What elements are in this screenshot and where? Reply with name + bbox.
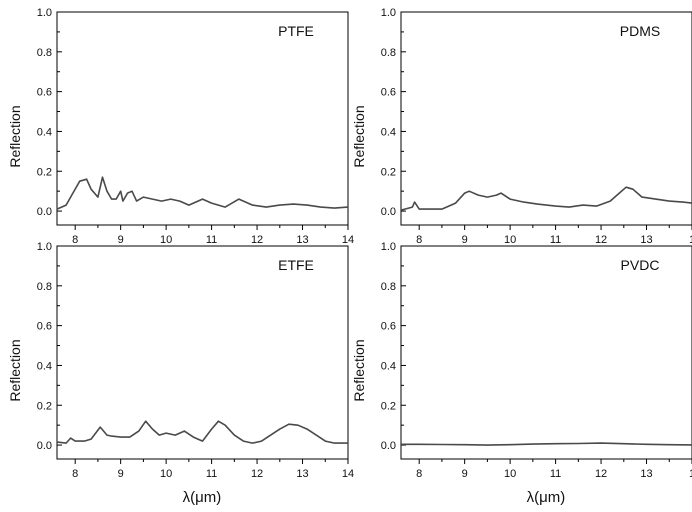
x-tick-label: 13 bbox=[296, 468, 308, 480]
y-tick-label: 0.2 bbox=[381, 400, 396, 412]
x-tick-label: 13 bbox=[640, 468, 652, 480]
panel-label: ETFE bbox=[278, 257, 314, 273]
y-tick-label: 0.6 bbox=[37, 87, 52, 99]
x-tick-label: 8 bbox=[72, 234, 78, 246]
panel-pdms: 0.0 0.2 0.4 0.6 0.8 1.0 8 9 10 11 12 13 1 Reflection P… bbox=[351, 7, 692, 246]
x-tick-label: 9 bbox=[462, 234, 468, 246]
y-tick-label: 0.8 bbox=[381, 281, 396, 293]
y-tick-label: 0.8 bbox=[37, 47, 52, 59]
x-tick-label: 12 bbox=[251, 234, 263, 246]
panel-label: PDMS bbox=[620, 23, 660, 39]
y-tick-label: 0.4 bbox=[381, 360, 396, 372]
y-tick-label: 0.8 bbox=[37, 281, 52, 293]
y-axis-title: Reflection bbox=[351, 339, 367, 401]
series-line bbox=[56, 420, 348, 444]
x-tick-label: 9 bbox=[462, 468, 468, 480]
plot-frame bbox=[400, 11, 692, 226]
y-tick-label: 0.4 bbox=[37, 126, 52, 138]
x-tick-label: 12 bbox=[595, 468, 607, 480]
x-tick-label: 10 bbox=[160, 468, 172, 480]
y-tick-label: 1.0 bbox=[37, 241, 52, 253]
x-tick-label: 9 bbox=[118, 468, 124, 480]
x-tick-label: 11 bbox=[550, 468, 561, 480]
y-axis-title: Reflection bbox=[351, 105, 367, 167]
y-tick-label: 0.4 bbox=[381, 126, 396, 138]
y-tick-label: 0.4 bbox=[37, 360, 52, 372]
y-tick-label: 0.6 bbox=[37, 321, 52, 333]
series-line bbox=[400, 186, 692, 211]
series-line bbox=[401, 442, 692, 446]
y-axis-title: Reflection bbox=[7, 105, 23, 167]
panel-ptfe: 0.0 0.2 0.4 0.6 0.8 1.0 8 9 10 11 12 13 14 Reflection… bbox=[7, 7, 354, 246]
y-axis-title: Reflection bbox=[7, 339, 23, 401]
y-tick-label: 0.2 bbox=[37, 400, 52, 412]
x-tick-label: 13 bbox=[296, 234, 308, 246]
y-tick-label: 1.0 bbox=[381, 241, 396, 253]
panel-pvdc: 0.0 0.2 0.4 0.6 0.8 1.0 8 9 10 11 12 13 1 Reflection P… bbox=[351, 241, 692, 480]
y-tick-label: 0.2 bbox=[381, 166, 396, 178]
y-tick-label: 0.2 bbox=[37, 166, 52, 178]
plot-frame bbox=[400, 245, 692, 460]
x-tick-label: 1 bbox=[689, 234, 692, 246]
x-tick-label: 10 bbox=[504, 234, 516, 246]
x-tick-label: 11 bbox=[206, 468, 217, 480]
x-axis-title-left: λ(μm) bbox=[183, 489, 222, 506]
y-tick-label: 0.0 bbox=[381, 440, 396, 452]
x-tick-label: 10 bbox=[504, 468, 516, 480]
panel-label: PTFE bbox=[278, 23, 314, 39]
x-tick-label: 1 bbox=[689, 468, 692, 480]
x-tick-label: 11 bbox=[550, 234, 561, 246]
series-line bbox=[56, 176, 349, 210]
x-tick-label: 9 bbox=[118, 234, 124, 246]
x-tick-label: 12 bbox=[595, 234, 607, 246]
x-tick-label: 8 bbox=[72, 468, 78, 480]
x-tick-label: 8 bbox=[416, 234, 422, 246]
y-tick-label: 0.6 bbox=[381, 87, 396, 99]
y-tick-label: 0.0 bbox=[381, 206, 396, 218]
y-tick-label: 1.0 bbox=[381, 7, 396, 19]
y-tick-label: 0.6 bbox=[381, 321, 396, 333]
x-tick-label: 10 bbox=[160, 234, 172, 246]
x-tick-label: 13 bbox=[640, 234, 652, 246]
x-axis-title-right: λ(μm) bbox=[527, 489, 566, 506]
panel-label: PVDC bbox=[621, 257, 660, 273]
y-tick-label: 0.0 bbox=[37, 440, 52, 452]
plot-frame bbox=[56, 11, 349, 226]
y-tick-label: 0.0 bbox=[37, 206, 52, 218]
x-tick-label: 14 bbox=[342, 234, 354, 246]
x-tick-label: 11 bbox=[206, 234, 217, 246]
y-tick-label: 0.8 bbox=[381, 47, 396, 59]
plot-frame bbox=[56, 245, 349, 460]
x-tick-label: 12 bbox=[251, 468, 263, 480]
x-tick-label: 14 bbox=[342, 468, 354, 480]
y-tick-label: 1.0 bbox=[37, 7, 52, 19]
x-tick-label: 8 bbox=[416, 468, 422, 480]
panel-etfe: 0.0 0.2 0.4 0.6 0.8 1.0 8 9 10 11 12 13 14 Reflection… bbox=[7, 241, 354, 480]
